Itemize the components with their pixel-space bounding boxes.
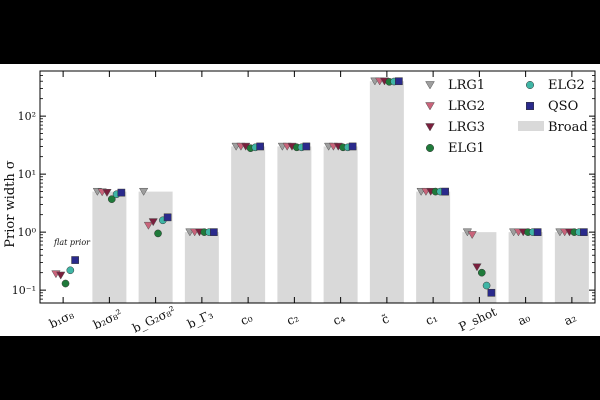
broad-bar [184, 232, 219, 303]
legend-marker-lrg1 [425, 81, 435, 90]
y-tick-label: 10² [18, 110, 36, 123]
point-lrg3 [148, 218, 158, 227]
broad-bar [323, 146, 358, 303]
point-qso [117, 188, 126, 197]
x-tick-label: b_G₂σ₈² [130, 303, 178, 335]
broad-bar [508, 232, 543, 303]
legend-marker-elg2 [526, 81, 534, 89]
broad-bar [369, 81, 404, 304]
legend-label: QSO [548, 99, 578, 114]
legend-label: LRG2 [448, 99, 485, 114]
point-elg2 [66, 266, 75, 275]
figure-frame: 10⁻¹ 10⁰ 10¹ 10² b₁σ₈ b₂σ₈² b_G₂σ₈² b_Γ₃ c₀ c₂ c₄… [0, 64, 600, 336]
point-elg1 [107, 195, 116, 203]
legend-marker-qso [526, 102, 534, 110]
point-elg1 [477, 268, 486, 277]
point-qso [71, 256, 79, 264]
x-tick-label: c̃ [379, 311, 391, 327]
legend-label: LRG1 [448, 78, 485, 93]
legend-label: Broad [548, 120, 588, 135]
point-qso [533, 228, 542, 236]
x-tick-label: c₄ [331, 311, 348, 329]
point-elg1 [61, 279, 70, 288]
x-tick-label: c₁ [423, 311, 439, 329]
point-qso [256, 142, 264, 151]
broad-bar [231, 146, 266, 303]
data-points [51, 77, 588, 297]
x-tick-label: a₀ [516, 310, 533, 328]
legend: LRG1 LRG2 LRG3 ELG1 ELG2 QSO Broad [425, 78, 588, 156]
broad-bars [92, 81, 589, 304]
x-tick-label: c₀ [238, 311, 255, 329]
point-qso [163, 213, 172, 222]
x-tick-label: b₂σ₈² [91, 307, 125, 333]
point-lrg3 [472, 263, 482, 272]
point-qso [395, 77, 403, 86]
legend-swatch-broad [518, 121, 544, 131]
broad-bar [277, 146, 312, 303]
legend-label: ELG1 [448, 141, 485, 156]
legend-marker-lrg3 [425, 123, 435, 132]
broad-bar [554, 232, 589, 303]
point-qso [580, 228, 588, 236]
point-qso [302, 142, 311, 151]
legend-marker-lrg2 [425, 102, 435, 111]
point-lrg3 [56, 271, 66, 280]
y-tick-label: 10⁻¹ [12, 284, 36, 297]
x-tick-label: a₂ [562, 310, 579, 328]
legend-label: LRG3 [448, 120, 485, 135]
point-qso [210, 228, 218, 236]
broad-bar [138, 191, 173, 303]
legend-label: ELG2 [548, 78, 585, 93]
y-tick-label: 10¹ [18, 168, 36, 181]
flat-prior-annotation: flat prior [53, 238, 91, 247]
x-tick-label: c₂ [285, 311, 302, 329]
y-axis-label: Prior width σ [3, 160, 18, 248]
point-lrg2 [143, 221, 154, 230]
point-lrg1 [138, 187, 149, 196]
point-lrg2 [467, 231, 477, 240]
prior-width-chart: 10⁻¹ 10⁰ 10¹ 10² b₁σ₈ b₂σ₈² b_G₂σ₈² b_Γ₃ c₀ c₂ c₄… [3, 70, 596, 335]
point-qso [348, 142, 357, 151]
point-qso [441, 187, 449, 196]
legend-marker-elg1 [426, 144, 434, 152]
x-tick-label: b₁σ₈ [47, 308, 76, 332]
point-elg2 [482, 281, 491, 290]
broad-bar [416, 191, 451, 303]
x-ticks: b₁σ₈ b₂σ₈² b_G₂σ₈² b_Γ₃ c₀ c₂ c₄ c̃ c₁ P_shot a₀ a₂ [47, 71, 579, 335]
point-qso [487, 288, 496, 297]
x-tick-label: P_shot [457, 305, 499, 335]
x-tick-label: b_Γ₃ [185, 307, 215, 331]
point-elg1 [154, 229, 162, 238]
broad-bar [92, 191, 127, 303]
y-ticks: 10⁻¹ 10⁰ 10¹ 10² [12, 70, 595, 304]
y-tick-label: 10⁰ [18, 226, 37, 239]
point-lrg3 [102, 189, 112, 197]
